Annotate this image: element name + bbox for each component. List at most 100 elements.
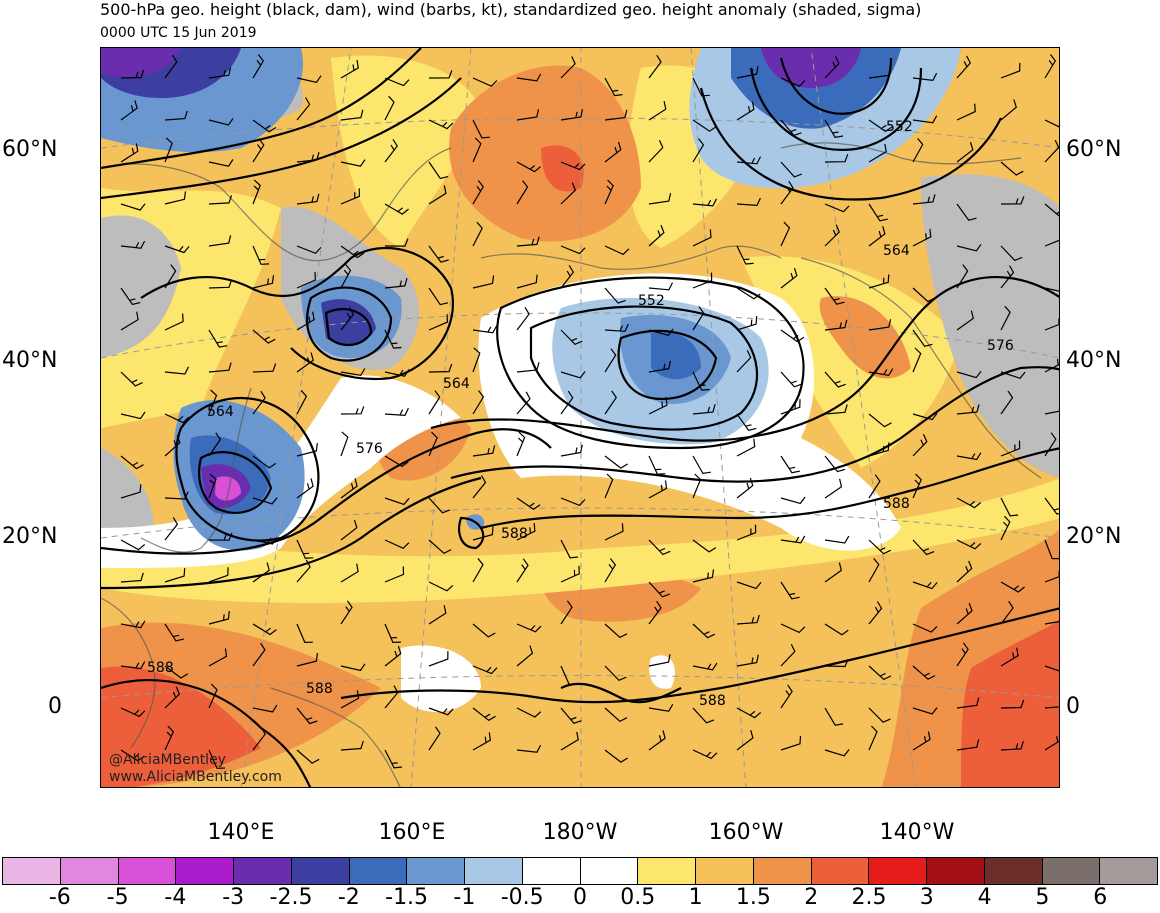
wind-barb: [912, 434, 928, 457]
wind-barb: [1044, 570, 1059, 583]
contour-label: 588: [306, 681, 333, 697]
wind-barb: [252, 536, 278, 545]
wind-barb: [516, 236, 540, 247]
wind-barb: [296, 559, 311, 583]
wind-barb: [560, 182, 577, 205]
lat-label-right: 40°N: [1066, 348, 1122, 373]
wind-barb: [384, 539, 410, 550]
wind-barb: [428, 497, 451, 514]
wind-barb: [120, 371, 143, 387]
contour-label: 552: [638, 293, 665, 309]
wind-barb: [120, 240, 146, 249]
wind-barb: [780, 455, 800, 474]
colorbar-swatch: [927, 858, 985, 884]
wind-barb: [428, 581, 454, 592]
wind-barb: [560, 371, 586, 379]
wind-barb: [604, 455, 629, 469]
wind-barb: [780, 77, 806, 87]
wind-barb: [252, 455, 277, 469]
wind-barb: [780, 496, 806, 505]
wind-barb: [956, 642, 969, 667]
wind-barb: [824, 749, 850, 757]
wind-barb: [956, 370, 982, 379]
wind-barb: [208, 749, 226, 769]
wind-barb: [472, 526, 494, 541]
wind-barb: [516, 744, 542, 753]
wind-barb: [780, 119, 802, 137]
wind-barb: [472, 558, 484, 583]
wind-barb: [956, 739, 980, 751]
wind-barb: [164, 568, 186, 583]
wind-barb: [428, 605, 447, 625]
colorbar-swatch: [522, 858, 581, 884]
wind-barb: [384, 645, 402, 667]
wind-barb: [296, 478, 314, 499]
wind-barb: [208, 362, 232, 373]
colorbar-tick-label: 1: [688, 885, 703, 910]
colorbar-swatch: [60, 858, 119, 884]
anomaly-white-small: [649, 655, 675, 689]
credit-handle: @AliciaMBentley: [109, 752, 226, 768]
wind-barb: [912, 581, 938, 590]
wind-barb: [296, 193, 320, 205]
colorbar-tick-label: -1.5: [385, 885, 429, 910]
wind-barb: [604, 287, 626, 304]
wind-barb: [208, 532, 233, 541]
wind-barb: [252, 363, 277, 373]
wind-barb: [164, 313, 184, 331]
wind-barb: [1044, 706, 1059, 709]
wind-barb: [692, 229, 712, 247]
wind-barb: [252, 390, 266, 415]
wind-barb: [164, 245, 190, 254]
wind-barb: [692, 198, 718, 207]
wind-barb: [1044, 497, 1059, 515]
wind-barb: [120, 539, 146, 551]
colorbar-swatch: [1100, 858, 1157, 884]
wind-barb: [472, 390, 485, 415]
wind-barb: [1044, 203, 1059, 217]
contour-label: 576: [987, 338, 1014, 354]
wind-barb: [428, 707, 454, 716]
anomaly-white-equatorial: [401, 645, 481, 712]
wind-barb: [604, 141, 622, 163]
wind-barb: [340, 59, 359, 79]
contour-label: 552: [886, 119, 913, 135]
wind-barb: [692, 662, 718, 671]
colorbar-swatch: [580, 858, 639, 884]
wind-barb: [868, 442, 890, 457]
anomaly-yellow-gulf: [741, 256, 961, 468]
wind-barb: [824, 658, 849, 668]
wind-barb: [956, 141, 974, 163]
wind-barb: [516, 707, 542, 718]
wind-barb: [736, 197, 761, 207]
wind-barb: [384, 749, 403, 769]
wind-barb: [736, 156, 762, 165]
anomaly-low-japan-peak: [215, 476, 241, 501]
wind-barb: [252, 245, 270, 265]
wind-barb: [472, 221, 483, 247]
wind-barb: [384, 685, 399, 709]
wind-barb: [560, 109, 584, 121]
wind-barb: [1000, 741, 1024, 751]
wind-barb: [208, 432, 222, 457]
wind-barb: [736, 287, 761, 300]
colorbar-swatch: [291, 858, 350, 884]
wind-barb: [472, 325, 498, 334]
contour-label: 588: [501, 526, 528, 542]
wind-barb: [1000, 265, 1015, 289]
lon-label: 180°W: [542, 820, 618, 845]
wind-barb: [1044, 54, 1057, 79]
wind-barb: [912, 115, 938, 124]
wind-barb: [120, 287, 141, 306]
wind-barb: [340, 406, 365, 415]
valid-time: 0000 UTC 15 Jun 2019: [100, 25, 257, 41]
colorbar-swatch: [696, 858, 754, 884]
wind-barb: [296, 623, 313, 644]
wind-barb: [780, 535, 806, 544]
wind-barb: [736, 524, 757, 541]
wind-barb: [1044, 410, 1059, 415]
wind-barb: [868, 725, 878, 751]
wind-barb: [648, 703, 674, 712]
wind-barb: [868, 143, 887, 163]
wind-barb: [1044, 539, 1059, 560]
